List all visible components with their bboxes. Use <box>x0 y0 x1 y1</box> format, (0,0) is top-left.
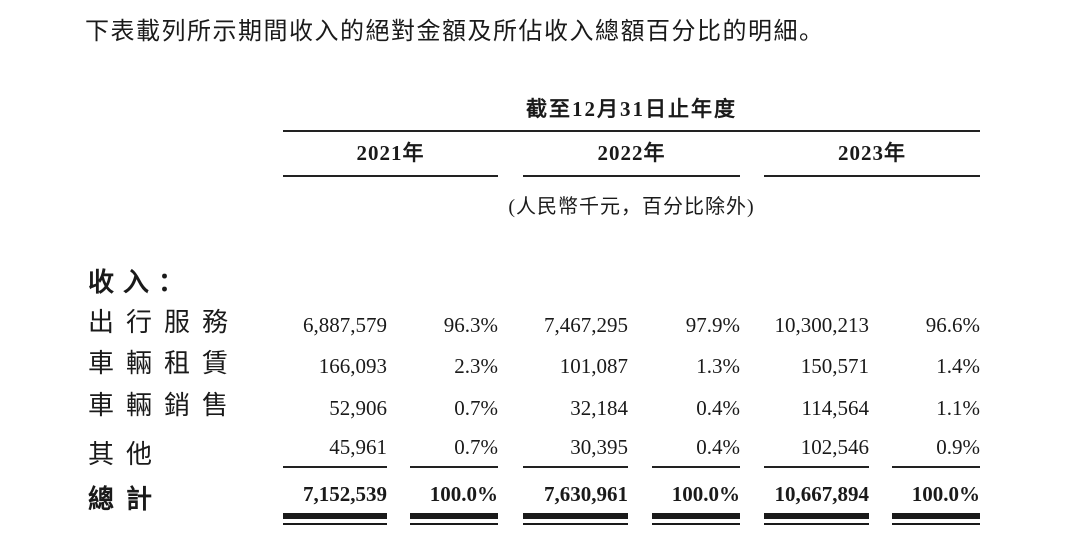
total-percent-2021: 100.0% <box>429 482 498 506</box>
percent-2021: 96.3% <box>443 313 498 337</box>
percent-2023: 1.4% <box>936 354 980 378</box>
double-rule <box>764 513 869 525</box>
percent-2023: 96.6% <box>925 313 980 337</box>
percent-2021: 2.3% <box>454 354 498 378</box>
amount-2022: 101,087 <box>559 354 628 378</box>
revenue-breakdown-table: 截至12月31日止年度 2021年 2022年 2023年 (人民幣千元，百分比… <box>85 88 980 525</box>
table-row-mobility-services: 出行服務 6,887,579 96.3% 7,467,295 97.9% 10,… <box>85 296 980 336</box>
amount-2022: 30,395 <box>523 437 628 468</box>
amount-2023: 114,564 <box>801 396 869 420</box>
amount-2023: 102,546 <box>764 437 869 468</box>
total-amount-2021: 7,152,539 <box>303 482 387 506</box>
amount-2021: 166,093 <box>318 354 387 378</box>
amount-2023: 10,300,213 <box>774 313 870 337</box>
year-header-2021: 2021年 <box>283 137 498 177</box>
amount-2022: 32,184 <box>570 396 628 420</box>
double-rule <box>283 513 387 525</box>
percent-2022: 1.3% <box>696 354 740 378</box>
percent-2022: 97.9% <box>685 313 740 337</box>
year-header-row: 2021年 2022年 2023年 <box>85 132 980 177</box>
percent-2021: 0.7% <box>454 396 498 420</box>
section-label: 收入： <box>88 268 194 297</box>
double-rule <box>652 513 740 525</box>
row-label: 出行服務 <box>88 308 241 337</box>
table-row-vehicle-leasing: 車輛租賃 166,093 2.3% 101,087 1.3% 150,571 1… <box>85 336 980 377</box>
year-header-2022: 2022年 <box>523 137 740 177</box>
unit-note-row: (人民幣千元，百分比除外) <box>85 177 980 219</box>
row-label: 車輛租賃 <box>88 349 241 378</box>
table-row-vehicle-sales: 車輛銷售 52,906 0.7% 32,184 0.4% 114,564 1.1… <box>85 377 980 419</box>
percent-2023: 1.1% <box>936 396 980 420</box>
amount-2021: 52,906 <box>329 396 387 420</box>
period-header: 截至12月31日止年度 <box>283 93 980 132</box>
total-percent-2022: 100.0% <box>671 482 740 506</box>
total-double-rule-row <box>85 513 980 525</box>
unit-note: (人民幣千元，百分比除外) <box>508 196 755 218</box>
year-header-2023: 2023年 <box>764 137 980 177</box>
row-label: 其他 <box>88 440 165 469</box>
amount-2022: 7,467,295 <box>544 313 628 337</box>
total-label: 總計 <box>88 485 165 514</box>
total-amount-2022: 7,630,961 <box>544 482 628 506</box>
spacer-row <box>85 219 980 259</box>
section-header-row: 收入： <box>85 259 980 296</box>
double-rule <box>410 513 498 525</box>
double-rule <box>892 513 980 525</box>
amount-2021: 6,887,579 <box>303 313 387 337</box>
total-amount-2023: 10,667,894 <box>774 482 870 506</box>
total-percent-2023: 100.0% <box>911 482 980 506</box>
period-header-row: 截至12月31日止年度 <box>85 88 980 132</box>
row-label: 車輛銷售 <box>88 391 241 420</box>
table-row-others: 其他 45,961 0.7% 30,395 0.4% 102,546 0.9% <box>85 419 980 468</box>
double-rule <box>523 513 628 525</box>
intro-paragraph: 下表載列所示期間收入的絕對金額及所佔收入總額百分比的明細。 <box>85 19 825 45</box>
percent-2023: 0.9% <box>892 437 980 468</box>
amount-2023: 150,571 <box>800 354 869 378</box>
percent-2022: 0.4% <box>652 437 740 468</box>
amount-2021: 45,961 <box>283 437 387 468</box>
percent-2022: 0.4% <box>696 396 740 420</box>
table-row-total: 總計 7,152,539 100.0% 7,630,961 100.0% 10,… <box>85 468 980 513</box>
percent-2021: 0.7% <box>410 437 498 468</box>
